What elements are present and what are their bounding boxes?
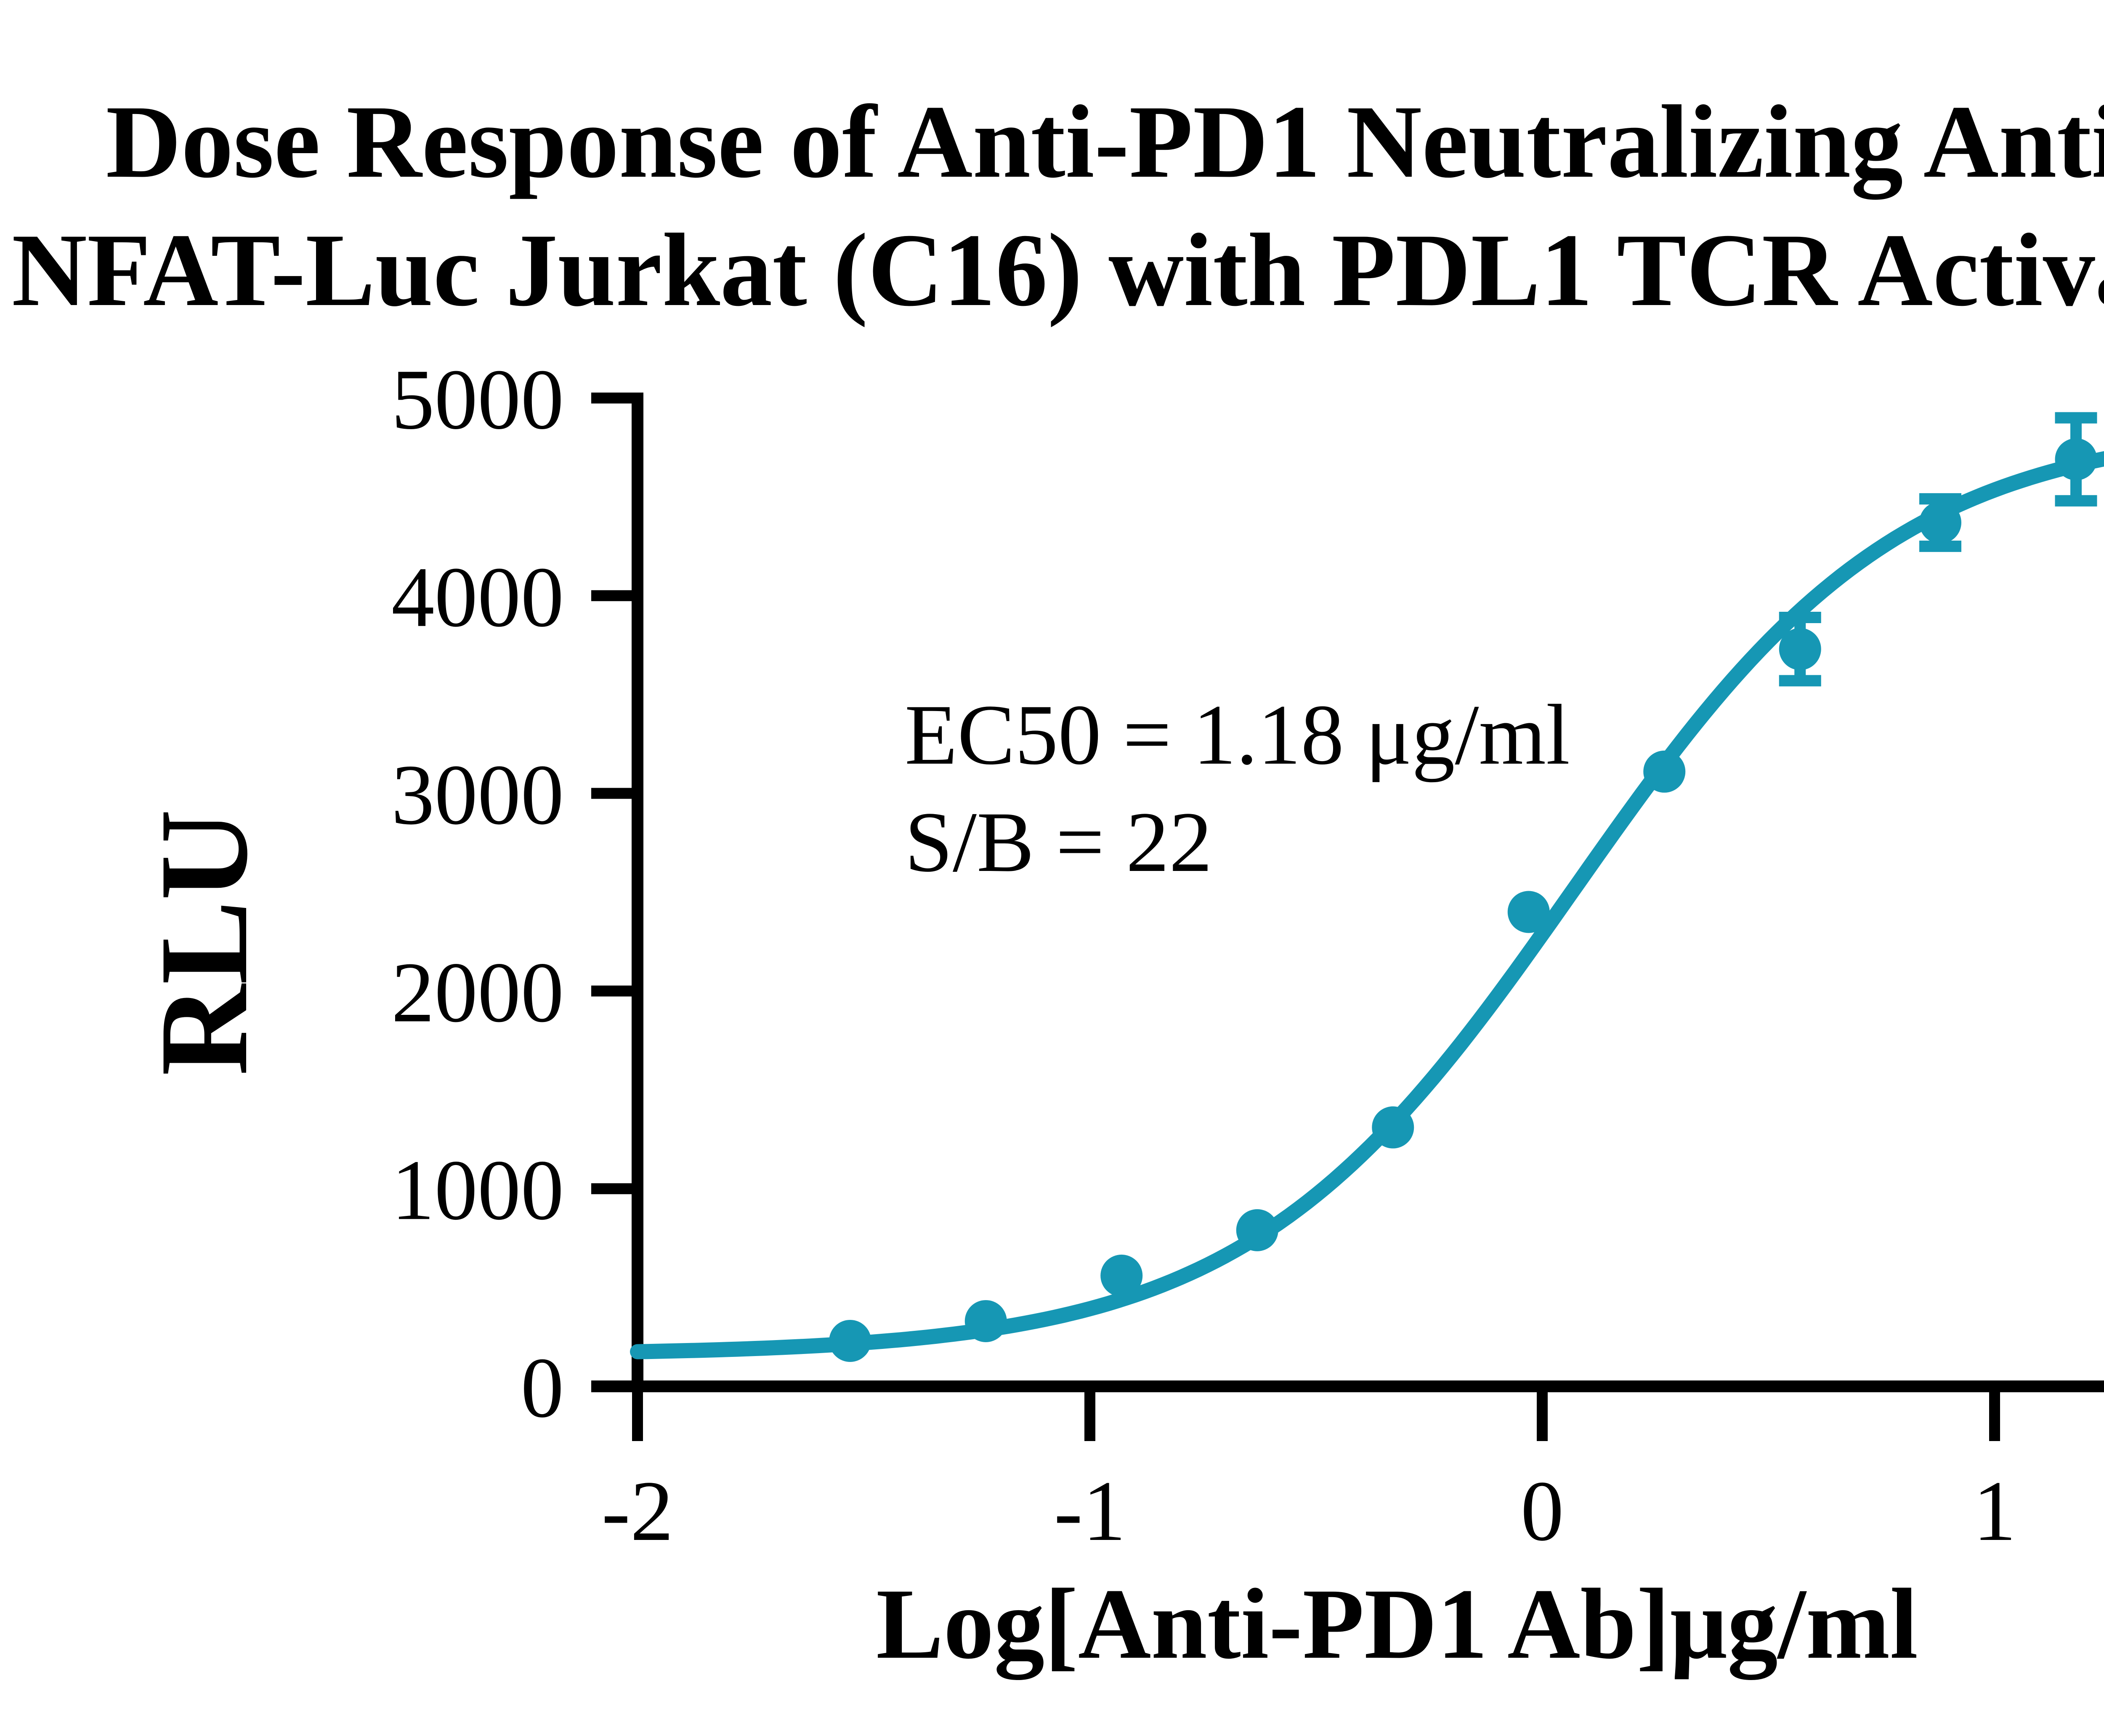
data-point-marker — [1779, 628, 1821, 670]
x-tick-label: -1 — [1054, 1463, 1126, 1559]
ec50-annotation: EC50 = 1.18 μg/ml — [905, 687, 1570, 783]
signal-background-annotation: S/B = 22 — [905, 794, 1212, 890]
y-tick-label: 0 — [521, 1340, 564, 1436]
data-point-marker — [1100, 1254, 1143, 1297]
x-axis-title: Log[Anti-PD1 Ab]μg/ml — [876, 1568, 1918, 1680]
chart-title-line-2: NFAT-Luc Jurkat (C16) with PDL1 TCR Acti… — [12, 212, 2104, 328]
x-tick-label: -2 — [602, 1463, 674, 1559]
data-point-marker — [1507, 891, 1550, 933]
chart-title-line-1: Dose Response of Anti-PD1 Neutralizing A… — [106, 84, 2104, 200]
data-point-marker — [1236, 1209, 1278, 1251]
x-tick-label: 0 — [1521, 1463, 1564, 1559]
y-tick-label: 3000 — [391, 747, 564, 843]
data-point-marker — [829, 1319, 871, 1362]
y-tick-label: 5000 — [391, 352, 564, 447]
data-point-marker — [1643, 750, 1686, 793]
data-point-marker — [964, 1300, 1007, 1342]
y-axis-title: RLU — [134, 809, 274, 1075]
fit-curve — [630, 451, 2104, 1359]
y-tick-label: 2000 — [391, 945, 564, 1040]
data-point-marker — [1372, 1106, 1414, 1149]
x-tick-label: 1 — [1973, 1463, 2016, 1559]
data-point-marker — [2055, 438, 2097, 480]
data-point-marker — [1919, 501, 1961, 544]
y-tick-label: 4000 — [391, 549, 564, 645]
plot-area: 0 1000 2000 3000 4000 5000 -2 -1 0 1 — [391, 352, 2104, 1559]
y-tick-label: 1000 — [391, 1142, 564, 1238]
